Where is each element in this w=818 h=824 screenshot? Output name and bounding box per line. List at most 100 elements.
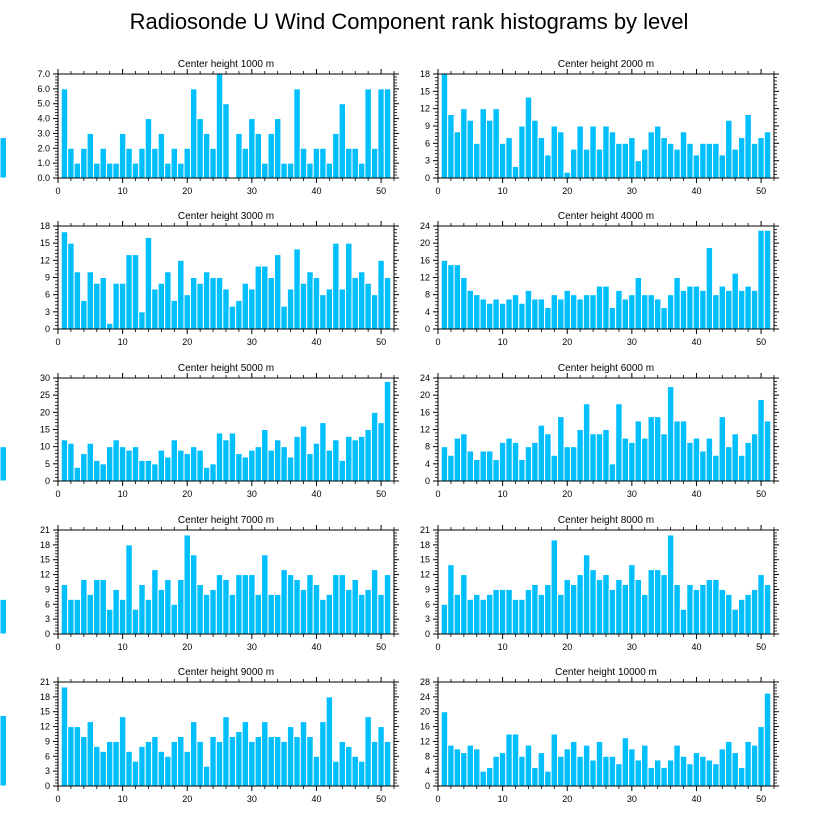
histogram-bar: [138, 745, 146, 787]
histogram-bar: [653, 298, 662, 330]
histogram-bar: [86, 593, 95, 635]
y-tick-label: 6: [45, 599, 50, 609]
histogram-bar: [248, 118, 256, 179]
histogram-bar: [621, 737, 630, 787]
histogram-bar: [312, 755, 321, 787]
histogram-bar: [235, 574, 243, 635]
histogram-bar: [531, 119, 539, 179]
histogram-bar: [718, 416, 727, 482]
histogram-bar: [202, 271, 211, 330]
histogram-bar: [608, 307, 617, 330]
histogram-bar: [466, 598, 475, 635]
histogram-bar: [666, 759, 675, 787]
x-tick-label: 20: [562, 794, 572, 804]
histogram-bar: [241, 721, 250, 787]
histogram-bar: [273, 254, 282, 330]
y-tick-label: 0: [45, 629, 50, 639]
histogram-bar: [492, 755, 500, 787]
histogram-bar: [763, 229, 772, 330]
histogram-bar: [306, 271, 314, 330]
histogram-bar: [660, 574, 668, 635]
histogram-bar: [60, 439, 69, 482]
histogram-panel: Center height 4000 m 0 4 8 12 16 20 24 0 10 20 30 40…: [420, 211, 779, 347]
histogram-bar: [177, 162, 185, 179]
x-tick-label: 20: [562, 642, 572, 652]
histogram-bar: [332, 132, 340, 179]
y-tick-label: 24: [420, 221, 430, 231]
histogram-bar: [370, 569, 379, 635]
histogram-bar: [364, 88, 372, 179]
y-tick-label: 3: [45, 614, 50, 624]
x-tick-label: 20: [182, 489, 192, 499]
histogram-bar: [686, 441, 694, 482]
histogram-bar: [125, 750, 133, 787]
histogram-bar: [202, 466, 211, 482]
histogram-bar: [286, 288, 295, 330]
histogram-bar: [602, 574, 610, 635]
histogram-bar: [299, 721, 308, 787]
histogram-bar: [189, 88, 198, 179]
histogram-bar: [209, 463, 217, 482]
histogram-bar: [222, 439, 230, 482]
x-tick-label: 10: [498, 794, 508, 804]
x-tick-label: 30: [627, 337, 637, 347]
x-tick-label: 20: [182, 337, 192, 347]
histogram-bar: [705, 142, 714, 179]
histogram-bar: [537, 424, 546, 482]
y-tick-label: 15: [40, 425, 50, 435]
histogram-bar: [177, 579, 185, 635]
histogram-bar: [254, 446, 263, 482]
histogram-panel: Center height 8000 m 0 3 6 9 12 15 18 21 0 10 20 30 4…: [420, 515, 779, 652]
histogram-bar: [641, 437, 649, 482]
histogram-bar: [460, 277, 468, 330]
histogram-bar: [466, 744, 475, 787]
histogram-bar: [345, 588, 353, 635]
histogram-bar: [345, 435, 353, 482]
y-tick-label: 3.0: [37, 128, 50, 138]
y-tick-label: 3: [45, 307, 50, 317]
x-tick-label: 0: [55, 186, 60, 196]
histogram-bar: [576, 125, 584, 179]
histogram-bar: [524, 588, 533, 635]
histogram-bar: [737, 598, 746, 635]
histogram-bar: [582, 294, 591, 330]
histogram-bar: [615, 403, 623, 482]
histogram-bar: [473, 459, 481, 482]
histogram-bar: [473, 593, 481, 635]
histogram-bar: [377, 88, 385, 179]
histogram-bar: [196, 583, 204, 635]
x-tick-label: 20: [562, 186, 572, 196]
histogram-bar: [582, 744, 591, 787]
histogram-bar: [112, 588, 120, 635]
y-tick-label: 8: [425, 442, 430, 452]
histogram-bar: [492, 298, 500, 330]
histogram-bar: [589, 294, 597, 330]
histogram-bar: [215, 277, 224, 330]
histogram-bar: [524, 289, 533, 330]
histogram-bar: [628, 441, 636, 482]
histogram-bar: [189, 554, 198, 635]
histogram-bar: [705, 437, 714, 482]
histogram-bar: [485, 593, 494, 635]
x-tick-label: 30: [627, 794, 637, 804]
histogram-bar: [306, 574, 314, 635]
y-tick-label: 8: [425, 751, 430, 761]
histogram-bar: [518, 755, 526, 787]
histogram-bar: [319, 598, 327, 635]
histogram-panel: Center height 9000 m 0 3 6 9 12 15 18 21 0 10 20 30 4…: [40, 667, 399, 804]
histogram-bar: [718, 154, 727, 179]
x-tick-label: 30: [627, 186, 637, 196]
histogram-bar: [589, 759, 597, 787]
histogram-bar: [73, 466, 82, 482]
histogram-bar: [189, 721, 198, 787]
histogram-bar: [634, 579, 643, 635]
histogram-bar: [634, 277, 643, 330]
histogram-bar: [293, 435, 301, 482]
y-tick-label: 16: [420, 722, 430, 732]
histogram-bar: [750, 433, 759, 482]
histogram-bar: [744, 740, 752, 787]
histogram-bar: [261, 162, 269, 179]
histogram-bar: [273, 118, 282, 179]
histogram-bar: [306, 453, 314, 482]
y-tick-label: 5: [45, 459, 50, 469]
